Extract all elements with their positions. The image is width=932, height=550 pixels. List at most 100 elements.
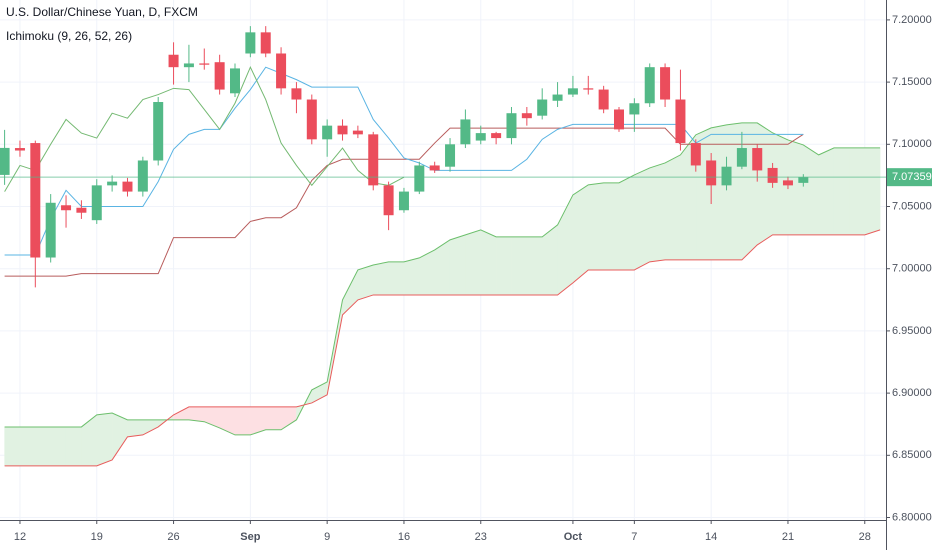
cloud-fill [19, 426, 36, 467]
candle-body [352, 130, 363, 135]
candle-body [276, 53, 287, 89]
x-tick-label: 7 [631, 531, 637, 543]
cloud-fill [833, 147, 850, 236]
candle-body [567, 88, 578, 95]
candle-body [660, 67, 671, 100]
candle-body [61, 205, 72, 211]
cloud-fill [526, 236, 543, 296]
candle-body [429, 165, 440, 171]
cloud-fill [357, 264, 374, 301]
candle-body [91, 185, 102, 221]
candle-body [583, 88, 594, 90]
y-tick-label: 6.85000 [892, 449, 932, 461]
candle-body [644, 67, 655, 104]
x-tick-label: Oct [564, 531, 583, 543]
candle-body [675, 99, 686, 144]
cloud-fill [649, 162, 666, 263]
y-tick-label: 7.20000 [892, 14, 932, 26]
cloud-fill [864, 147, 881, 236]
cloud-fill [787, 139, 804, 236]
candle-body [767, 167, 778, 183]
candle-body [107, 181, 118, 186]
ichimoku-kijun [4, 127, 804, 277]
cloud-fill [664, 154, 681, 261]
cloud-fill [449, 234, 466, 296]
y-tick-label: 6.95000 [892, 325, 932, 337]
ichimoku-span-a [4, 122, 881, 436]
cloud-fill [388, 261, 405, 296]
candle-body [537, 99, 548, 116]
candle-body [445, 144, 456, 167]
cloud-fill [495, 236, 512, 296]
ichimoku-span-b [4, 229, 881, 467]
x-tick-label: 21 [782, 531, 794, 543]
candle-body [30, 143, 41, 258]
cloud-fill [96, 412, 113, 467]
cloud-fill [480, 229, 497, 296]
candle-body [782, 180, 793, 186]
candle-body [45, 202, 56, 258]
x-tick-label: 28 [859, 531, 871, 543]
x-tick-label: 9 [324, 531, 330, 543]
cloud-fill [50, 426, 67, 467]
ichimoku-tenkan [4, 66, 804, 256]
candle-body [598, 89, 609, 110]
candle-body [230, 68, 240, 94]
cloud-fill [618, 174, 635, 271]
y-tick-label: 6.80000 [892, 511, 932, 523]
cloud-fill [35, 426, 51, 467]
candle-body [460, 119, 471, 145]
cloud-fill [234, 406, 251, 436]
y-tick-label: 7.00000 [892, 263, 932, 275]
candle-body [214, 62, 225, 90]
cloud-fill [603, 182, 620, 271]
axes: 6.80000 6.85000 6.90000 6.95000 7.00000 7.050… [14, 14, 932, 543]
candle-body [798, 177, 809, 183]
candle-body [368, 134, 379, 186]
last-price-label: 7.07359 [892, 171, 932, 183]
x-tick-label: 12 [14, 531, 26, 543]
x-tick-label: 14 [705, 531, 717, 543]
cloud-fill [572, 184, 589, 284]
candle-body [14, 148, 25, 151]
candle-body [491, 133, 502, 139]
candle-body [322, 125, 333, 140]
cloud-fill [710, 124, 727, 261]
indicator-label: Ichimoku (9, 26, 52, 26) [6, 29, 132, 43]
cloud-fill [372, 261, 389, 296]
x-tick-label: Sep [240, 531, 260, 543]
candle-body [690, 143, 701, 166]
candle-body [414, 165, 425, 192]
ichimoku-chikou [4, 65, 405, 192]
x-tick-label: 16 [398, 531, 410, 543]
candle-body [383, 185, 394, 216]
candle-body [337, 125, 348, 135]
candle-body [291, 88, 302, 100]
x-tick-label: 23 [475, 531, 487, 543]
cloud-fill [803, 144, 819, 236]
cloud-fill [65, 426, 82, 467]
x-tick-label: 19 [91, 531, 103, 543]
candle-body [398, 191, 409, 211]
cloud-fill [588, 182, 604, 271]
candle-body [475, 133, 486, 141]
cloud-fill [756, 122, 773, 246]
candle-body [552, 94, 563, 101]
cloud-fill [188, 406, 205, 423]
candle-body [752, 148, 763, 171]
candle-body [260, 32, 271, 54]
candle-body [245, 32, 256, 54]
candle-body [614, 109, 624, 130]
last-price-box [887, 168, 932, 187]
candle-body [199, 63, 210, 65]
y-tick-label: 7.05000 [892, 200, 932, 212]
candle-body [0, 147, 10, 175]
candle-body [736, 148, 747, 167]
cloud-fill [634, 167, 650, 271]
y-tick-label: 6.90000 [892, 387, 932, 399]
cloud-fill [465, 229, 482, 296]
cloud-fill [265, 406, 282, 431]
cloud-fill [403, 257, 420, 296]
x-tick-label: 26 [167, 531, 179, 543]
